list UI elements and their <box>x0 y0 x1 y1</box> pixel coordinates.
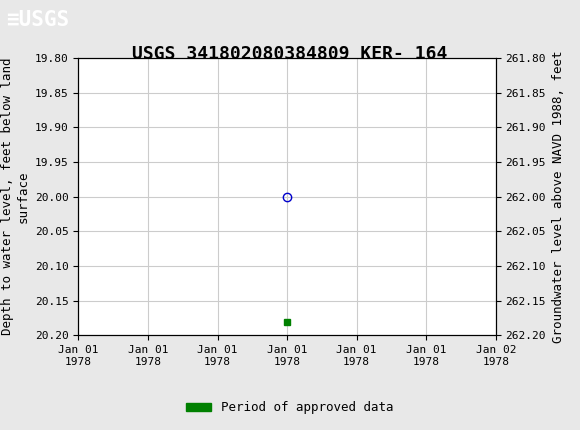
Text: ≡USGS: ≡USGS <box>6 10 69 31</box>
Text: USGS 341802080384809 KER- 164: USGS 341802080384809 KER- 164 <box>132 45 448 63</box>
Y-axis label: Groundwater level above NAVD 1988, feet: Groundwater level above NAVD 1988, feet <box>552 50 565 343</box>
Legend: Period of approved data: Period of approved data <box>181 396 399 419</box>
Y-axis label: Depth to water level, feet below land
surface: Depth to water level, feet below land su… <box>1 58 29 335</box>
